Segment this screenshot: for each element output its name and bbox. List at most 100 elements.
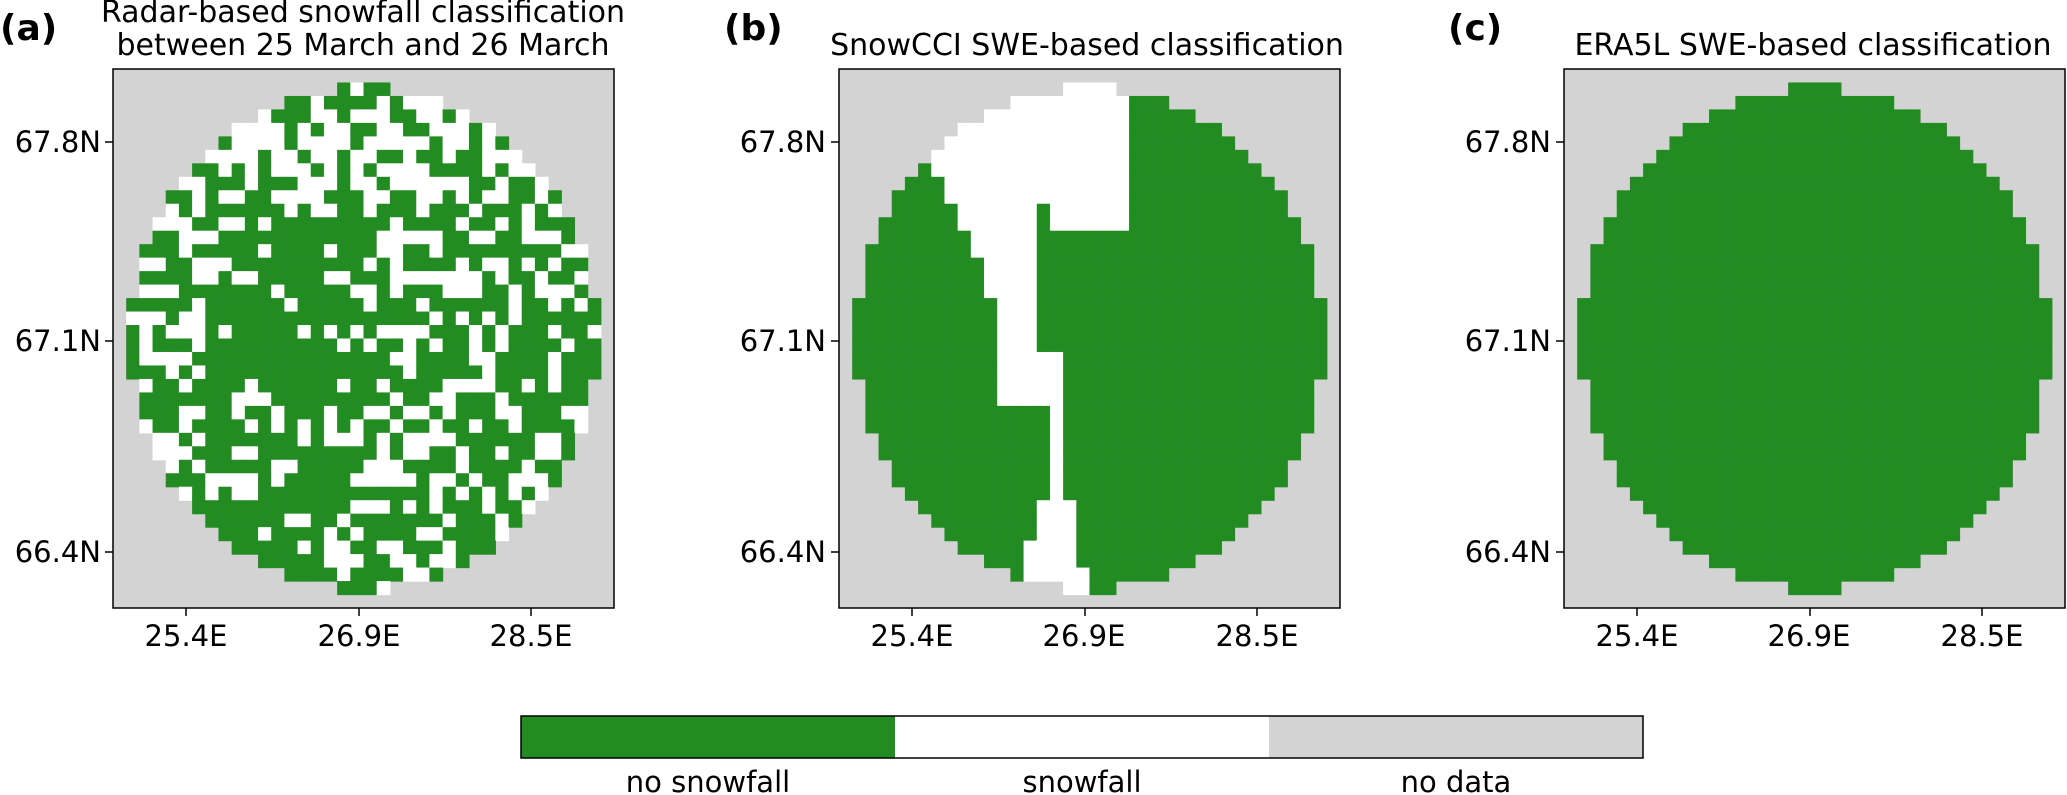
heatmap-cell bbox=[482, 500, 496, 515]
heatmap-cell bbox=[1643, 392, 1657, 407]
heatmap-cell bbox=[2025, 325, 2040, 340]
heatmap-cell bbox=[1102, 203, 1117, 218]
heatmap-cell bbox=[1247, 163, 1262, 178]
heatmap-cell bbox=[1814, 567, 1829, 582]
heatmap-cell bbox=[1181, 392, 1196, 407]
heatmap-cell bbox=[231, 378, 246, 393]
heatmap-cell bbox=[231, 419, 246, 434]
heatmap-cell bbox=[1208, 136, 1222, 151]
heatmap-cell bbox=[1814, 419, 1829, 434]
heatmap-cell bbox=[1946, 203, 1961, 218]
heatmap-cell bbox=[244, 271, 259, 286]
heatmap-cell bbox=[1063, 473, 1077, 488]
heatmap-cell bbox=[1893, 176, 1908, 191]
heatmap-cell bbox=[891, 244, 906, 259]
heatmap-cell bbox=[1643, 190, 1657, 205]
heatmap-cell bbox=[1049, 432, 1064, 447]
heatmap-cell bbox=[1115, 149, 1130, 164]
heatmap-cell bbox=[1643, 473, 1657, 488]
heatmap-cell bbox=[891, 271, 906, 286]
heatmap-cell bbox=[1287, 392, 1302, 407]
heatmap-cell bbox=[1247, 486, 1262, 501]
heatmap-cell bbox=[297, 513, 312, 528]
heatmap-cell bbox=[1735, 554, 1750, 569]
heatmap-cell bbox=[1814, 446, 1829, 461]
heatmap-cell bbox=[1129, 109, 1143, 124]
heatmap-cell bbox=[931, 446, 946, 461]
heatmap-cell bbox=[1906, 500, 1921, 515]
heatmap-cell bbox=[508, 392, 523, 407]
heatmap-cell bbox=[1906, 203, 1921, 218]
heatmap-cell bbox=[1682, 459, 1697, 474]
heatmap-cell bbox=[918, 217, 932, 232]
heatmap-cell bbox=[350, 540, 365, 555]
heatmap-cell bbox=[1946, 351, 1961, 367]
heatmap-cell bbox=[363, 176, 378, 191]
heatmap-cell bbox=[1260, 473, 1275, 488]
heatmap-cell bbox=[429, 351, 444, 367]
heatmap-cell bbox=[1168, 163, 1183, 178]
heatmap-cell bbox=[192, 217, 206, 232]
heatmap-cell bbox=[416, 149, 431, 164]
heatmap-cell bbox=[1115, 203, 1130, 218]
heatmap-cell bbox=[1933, 244, 1947, 259]
heatmap-cell bbox=[363, 446, 378, 461]
heatmap-cell bbox=[1274, 298, 1288, 313]
heatmap-cell bbox=[495, 351, 510, 367]
heatmap-cell bbox=[1590, 351, 1605, 367]
heatmap-cell bbox=[376, 136, 391, 151]
heatmap-cell bbox=[1063, 149, 1077, 164]
heatmap-cell bbox=[1194, 284, 1209, 299]
heatmap-cell bbox=[455, 284, 470, 299]
heatmap-cell bbox=[957, 500, 972, 515]
heatmap-cell bbox=[1142, 351, 1157, 367]
heatmap-cell bbox=[878, 257, 893, 272]
heatmap-cell bbox=[1194, 459, 1209, 474]
heatmap-cell bbox=[139, 325, 154, 340]
heatmap-cell bbox=[468, 419, 483, 434]
heatmap-cell bbox=[1142, 554, 1157, 569]
heatmap-cell bbox=[376, 230, 391, 245]
heatmap-cell bbox=[1919, 176, 1934, 191]
heatmap-cell bbox=[271, 271, 285, 286]
heatmap-cell bbox=[970, 325, 985, 340]
heatmap-cell bbox=[455, 190, 470, 205]
heatmap-cell bbox=[1669, 446, 1684, 461]
heatmap-cell bbox=[1616, 217, 1631, 232]
heatmap-cell bbox=[165, 446, 180, 461]
heatmap-cell bbox=[205, 419, 220, 434]
heatmap-cell bbox=[1854, 271, 1868, 286]
heatmap-cell bbox=[1063, 513, 1077, 528]
heatmap-cell bbox=[363, 122, 378, 137]
heatmap-cell bbox=[2025, 257, 2040, 272]
heatmap-cell bbox=[1840, 122, 1855, 137]
heatmap-cell bbox=[1208, 432, 1222, 447]
heatmap-cell bbox=[587, 338, 602, 353]
panel-b: (b) SnowCCI SWE-based classification 25.… bbox=[724, 8, 1344, 653]
heatmap-cell bbox=[1234, 163, 1249, 178]
heatmap-cell bbox=[1959, 513, 1974, 528]
heatmap-cell bbox=[1906, 257, 1921, 272]
heatmap-cell bbox=[1221, 176, 1236, 191]
heatmap-cell bbox=[376, 446, 391, 461]
heatmap-cell bbox=[1616, 284, 1631, 299]
heatmap-cell bbox=[1102, 95, 1117, 111]
heatmap-cell bbox=[1102, 473, 1117, 488]
heatmap-cell bbox=[1735, 190, 1750, 205]
heatmap-cell bbox=[1221, 149, 1236, 164]
heatmap-cell bbox=[1063, 392, 1077, 407]
heatmap-cell bbox=[244, 459, 259, 474]
heatmap-cell bbox=[323, 432, 338, 447]
heatmap-cell bbox=[495, 271, 510, 286]
heatmap-cell bbox=[1788, 419, 1802, 434]
heatmap-cell bbox=[1629, 365, 1644, 380]
heatmap-cell bbox=[442, 500, 457, 515]
heatmap-cell bbox=[1260, 176, 1275, 191]
heatmap-cell bbox=[271, 325, 285, 340]
heatmap-cell bbox=[1656, 271, 1671, 286]
heatmap-cell bbox=[918, 432, 932, 447]
panel-b-xtick-1: 25.4E bbox=[871, 619, 954, 653]
heatmap-cell bbox=[1076, 378, 1091, 393]
heatmap-cell bbox=[1682, 527, 1697, 542]
heatmap-cell bbox=[1089, 149, 1104, 164]
